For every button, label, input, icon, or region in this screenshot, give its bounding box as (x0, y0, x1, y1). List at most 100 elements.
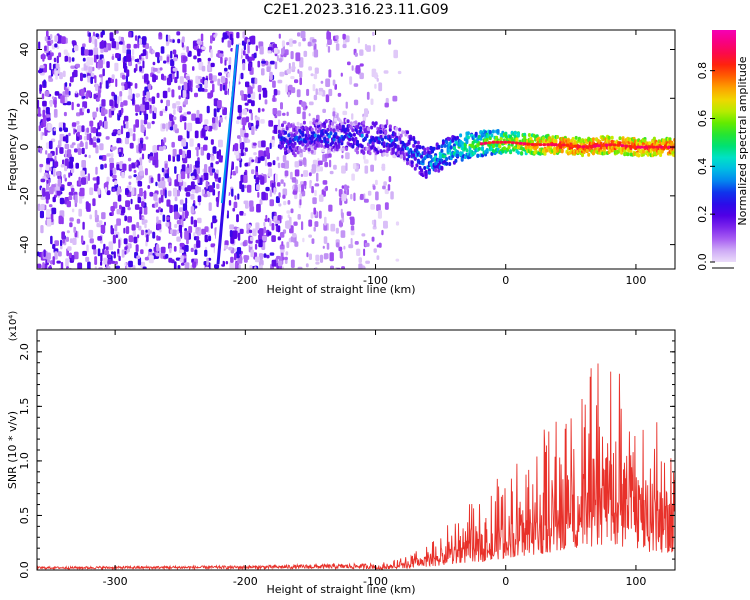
trace-core-cell (581, 145, 586, 149)
noise-cell (38, 69, 43, 74)
noise-cell (208, 185, 214, 193)
trace-cell (421, 159, 425, 164)
noise-cell (69, 156, 74, 163)
noise-cell (160, 246, 166, 254)
y-tick-label: -20 (18, 187, 31, 205)
noise-cell (66, 101, 72, 106)
noise-cell (73, 69, 78, 78)
trace-core-cell (565, 143, 570, 147)
colorbar-tick-label: 0.0 (696, 253, 709, 271)
noise-cell (139, 66, 142, 72)
trace-cell (626, 152, 630, 157)
noise-cell (51, 207, 57, 215)
noise-cell (185, 76, 190, 81)
noise-cell (277, 260, 283, 267)
noise-cell (203, 193, 208, 198)
noise-cell (166, 56, 170, 63)
noise-cell (204, 249, 208, 257)
noise-cell (240, 90, 244, 96)
trace-core-cell (514, 141, 519, 145)
noise-cell (109, 99, 114, 107)
trace-cell (356, 150, 359, 155)
noise-cell (78, 176, 81, 186)
noise-cell (65, 82, 68, 87)
noise-cell (58, 215, 63, 225)
noise-cell (250, 236, 254, 242)
noise-cell (241, 94, 244, 101)
noise-cell (257, 85, 262, 93)
noise-cell (118, 151, 122, 158)
y-tick-label: 2.0 (18, 343, 31, 361)
noise-cell (194, 92, 198, 98)
trace-core-cell (663, 145, 668, 149)
noise-cell (196, 109, 200, 118)
noise-cell (296, 106, 301, 114)
noise-cell (171, 73, 175, 80)
noise-cell (155, 209, 160, 213)
noise-cell (184, 262, 190, 269)
noise-cell (44, 45, 47, 52)
trace-cell (524, 145, 528, 150)
trace-cell (652, 136, 656, 141)
trace-cell (407, 154, 411, 159)
noise-cell (244, 185, 247, 189)
noise-cell (329, 159, 332, 168)
noise-cell (335, 43, 340, 51)
noise-cell (53, 57, 57, 63)
noise-cell (262, 235, 267, 242)
noise-cell (367, 190, 372, 196)
noise-cell (353, 99, 359, 106)
noise-cell (302, 237, 305, 243)
noise-cell (69, 222, 73, 228)
noise-cell (302, 37, 306, 42)
noise-cell (133, 236, 138, 244)
noise-cell (240, 174, 245, 183)
noise-cell (257, 107, 261, 113)
noise-cell (54, 91, 60, 96)
trace-cell (412, 143, 416, 148)
noise-cell (290, 208, 294, 214)
noise-cell (301, 184, 304, 192)
noise-cell (131, 49, 135, 56)
noise-cell (123, 123, 127, 129)
noise-cell (37, 263, 42, 269)
colorbar-gradient (712, 30, 736, 262)
noise-cell (75, 162, 79, 169)
noise-cell (178, 149, 183, 155)
trace-cell (445, 157, 449, 161)
noise-cell (38, 107, 41, 116)
noise-cell (88, 229, 94, 238)
trace-cell (448, 162, 452, 166)
trace-cell (376, 150, 380, 155)
trace-cell (306, 130, 309, 135)
noise-cell (142, 36, 147, 45)
noise-cell (238, 264, 241, 269)
noise-cell (106, 176, 110, 182)
trace-cell (409, 137, 413, 141)
noise-cell (258, 253, 264, 260)
noise-cell (54, 99, 57, 108)
noise-cell (205, 180, 209, 189)
noise-cell (125, 200, 130, 208)
noise-cell (75, 63, 80, 68)
noise-cell (57, 35, 62, 44)
noise-cell (374, 83, 377, 89)
trace-cell (670, 142, 674, 147)
noise-cell (185, 197, 188, 205)
trace-cell (641, 149, 645, 154)
noise-cell (196, 236, 200, 241)
noise-cell (299, 198, 302, 206)
noise-cell (301, 221, 304, 231)
noise-cell (123, 227, 126, 234)
noise-cell (358, 263, 363, 269)
trace-cell (385, 152, 389, 157)
noise-cell (271, 235, 276, 242)
noise-cell (288, 62, 291, 71)
noise-cell (206, 152, 210, 160)
noise-cell (255, 222, 260, 231)
noise-cell (274, 115, 278, 119)
noise-cell (65, 88, 69, 95)
noise-cell (42, 109, 46, 118)
trace-cell (290, 133, 294, 138)
noise-cell (56, 189, 61, 196)
